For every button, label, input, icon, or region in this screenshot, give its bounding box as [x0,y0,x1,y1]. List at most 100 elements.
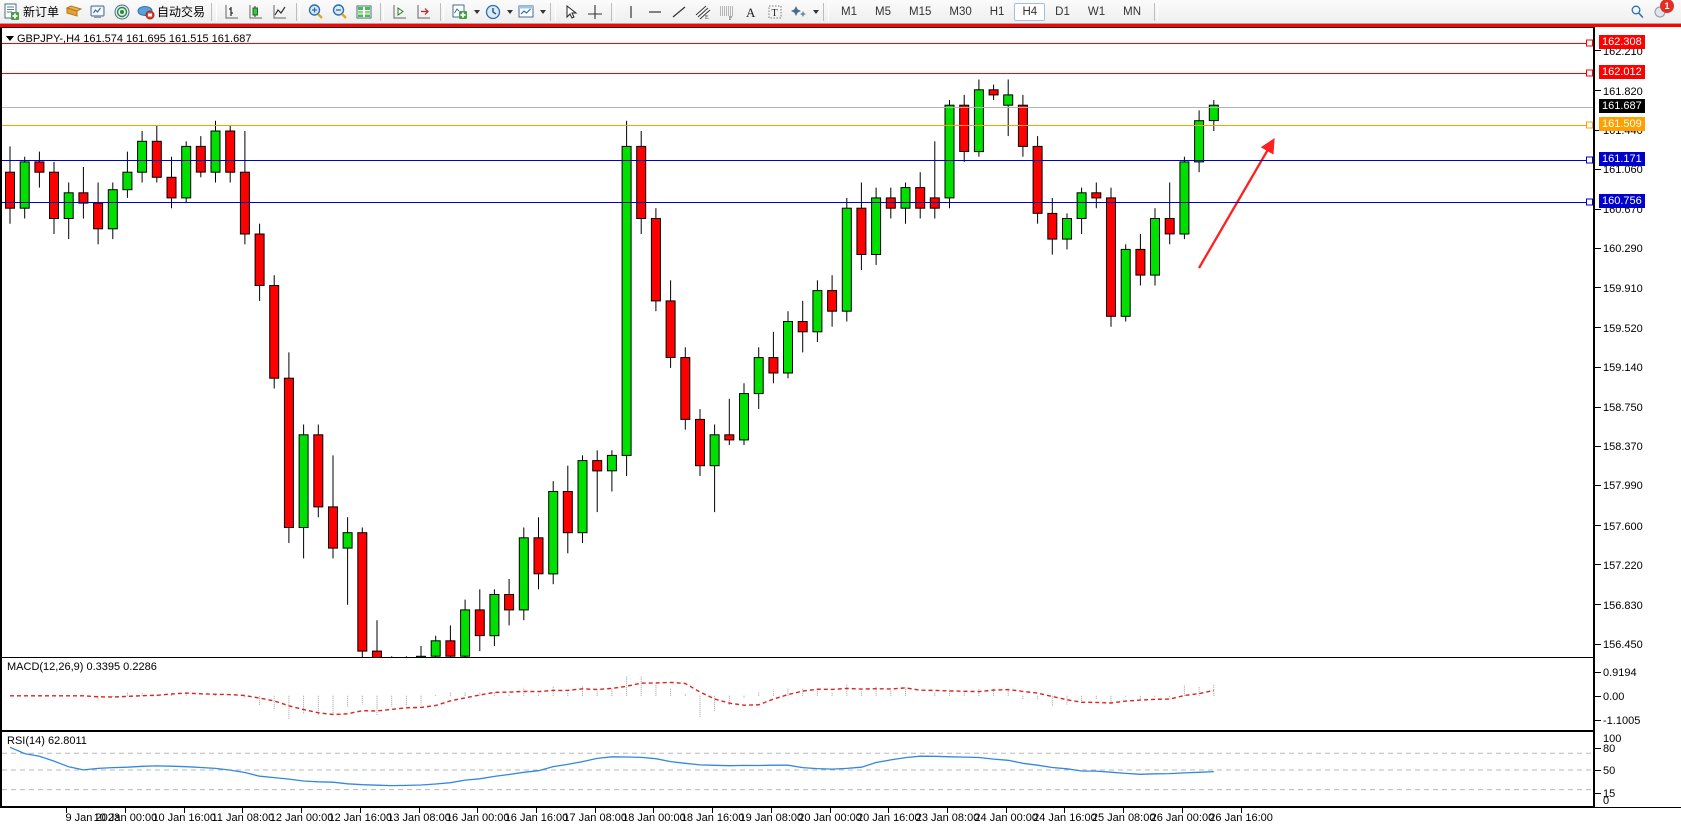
search-button[interactable] [1625,1,1649,23]
data-window-button[interactable] [352,1,376,23]
indicators-caret-icon[interactable] [474,9,481,14]
timeframe-d1[interactable]: D1 [1055,5,1070,18]
crosshair-icon [588,4,603,19]
toolbar-grip-2[interactable] [550,2,557,21]
crosshair-button[interactable] [583,1,607,23]
timeframe-m30[interactable]: M30 [949,5,972,18]
macd-label: MACD(12,26,9) 0.3395 0.2286 [7,661,157,673]
timeframe-m5[interactable]: M5 [875,5,891,18]
macd-pane[interactable]: MACD(12,26,9) 0.3395 0.2286 [0,657,1593,731]
vertical-line-icon [630,5,632,18]
time-tick-mark [1064,808,1066,813]
level-label-161509[interactable]: 161.509 [1599,116,1645,131]
toolbar-grip-1[interactable] [211,2,218,21]
timeframe-h1[interactable]: H1 [989,5,1005,18]
time-tick-label: 16 Jan 00:00 [445,812,510,824]
time-tick-label: 24 Jan 00:00 [974,812,1039,824]
timeframe-mn[interactable]: MN [1123,5,1141,18]
level-handle[interactable] [1586,39,1593,47]
folder-button[interactable] [62,1,86,23]
collapse-arrow-icon[interactable] [6,35,14,41]
bar-chart-button[interactable] [220,1,244,23]
periods-button[interactable] [481,1,505,23]
level-label-161171[interactable]: 161.171 [1599,151,1645,166]
time-tick-label: 12 Jan 16:00 [328,812,393,824]
level-handle[interactable] [1586,156,1593,164]
level-line[interactable] [2,73,1593,75]
signals-button[interactable] [110,1,134,23]
fibonacci-button[interactable]: F [715,1,739,23]
time-tick-mark [66,808,68,813]
horizontal-line-button[interactable] [643,1,667,23]
toolbar-separator-2 [380,2,385,21]
equidistant-channel-button[interactable]: E [691,1,715,23]
symbol-header: GBPJPY-,H4 161.574 161.695 161.515 161.6… [6,33,251,45]
timeframe-w1[interactable]: W1 [1087,5,1106,18]
periods-caret-icon[interactable] [507,9,514,14]
time-tick-mark [1005,808,1007,813]
market-button[interactable]: 自动交易 [134,1,208,23]
zoom-out-icon [332,3,347,19]
macd-axis: 0.9194 0.00 -1.1005 [1593,657,1681,731]
level-handle[interactable] [1586,121,1593,129]
price-tick-label: 158.370 [1603,441,1643,454]
level-handle[interactable] [1586,198,1593,206]
shapes-button[interactable] [787,1,811,23]
main-toolbar: 新订单 自动交易 [0,0,1681,24]
level-handle[interactable] [1586,69,1593,77]
level-line[interactable] [2,42,1593,44]
terminal-button[interactable] [86,1,110,23]
templates-caret-icon[interactable] [540,9,547,14]
rsi-tick: 100 [1595,733,1621,745]
time-tick-label: 25 Jan 08:00 [1091,812,1156,824]
rsi-tick: 50 [1595,765,1615,777]
time-axis[interactable]: 9 Jan 2023 10 Jan 00:00 10 Jan 16:00 11 Jan… [0,807,1681,830]
time-tick-label: 18 Jan 00:00 [622,812,686,824]
zoom-out-button[interactable] [328,1,352,23]
line-chart-button[interactable] [268,1,292,23]
chart-shift-button[interactable] [412,1,436,23]
rsi-tick-label: 80 [1603,743,1616,755]
level-label-162308[interactable]: 162.308 [1599,34,1645,49]
rsi-series [2,746,1593,791]
timeframe-h4[interactable]: H4 [1014,2,1046,21]
new-order-icon [4,3,19,20]
text-label-button[interactable]: T [763,1,787,23]
time-tick-mark [829,808,831,813]
time-tick-mark [888,808,890,813]
rsi-pane[interactable]: RSI(14) 62.8011 [0,731,1593,807]
price-tick: 156.450 [1595,639,1643,651]
level-line[interactable] [2,124,1593,126]
cursor-button[interactable] [559,1,583,23]
chart-shift-icon [417,4,431,18]
new-order-button[interactable]: 新订单 [0,1,62,23]
bid-label-161687[interactable]: 161.687 [1599,98,1645,113]
indicators-button[interactable] [448,1,472,23]
terminal-icon [90,5,105,18]
toolbar-grip-3[interactable] [823,2,830,21]
text-button[interactable]: A [739,1,763,23]
auto-scroll-button[interactable] [388,1,412,23]
level-line[interactable] [2,106,1593,108]
level-line[interactable] [2,202,1593,204]
macd-tick: 0.9194 [1595,667,1637,679]
zoom-in-button[interactable] [304,1,328,23]
timeframe-m1[interactable]: M1 [841,5,858,18]
shapes-caret-icon[interactable] [813,9,820,14]
toolbar-separator-4 [611,2,616,21]
price-tick-label: 158.750 [1603,402,1643,415]
timeframe-m15[interactable]: M15 [909,5,932,18]
trendline-button[interactable] [667,1,691,23]
fibonacci-icon: F [720,6,734,21]
templates-button[interactable] [514,1,538,23]
notifications-button[interactable]: 1 [1649,0,1674,23]
price-tick: 159.140 [1595,362,1643,374]
vertical-line-button[interactable] [619,1,643,23]
candlestick-chart-button[interactable] [244,1,268,23]
level-label-162012[interactable]: 162.012 [1599,65,1645,80]
autotrade-label: 自动交易 [157,5,206,19]
level-label-160756[interactable]: 160.756 [1599,194,1645,209]
text-label-icon: T [768,5,782,19]
time-tick-mark [359,808,361,813]
level-line[interactable] [2,159,1593,161]
